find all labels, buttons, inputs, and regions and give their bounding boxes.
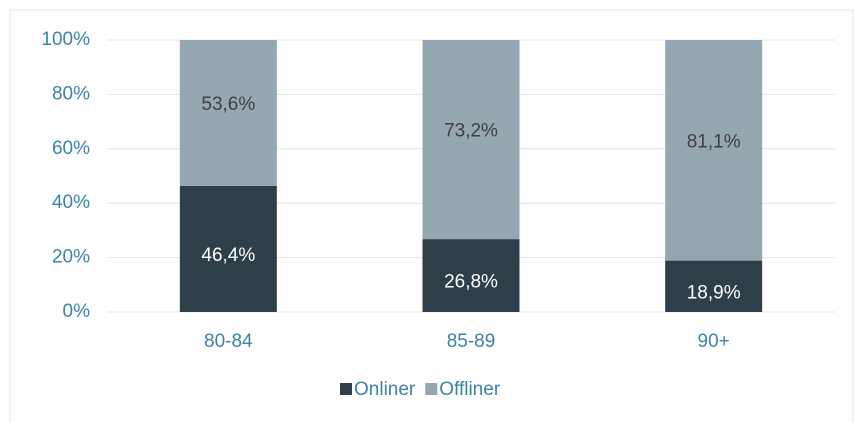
data-label: 46,4% xyxy=(201,245,255,266)
y-tick-label: 40% xyxy=(52,192,90,213)
data-label: 26,8% xyxy=(444,272,498,293)
chart-frame xyxy=(9,9,854,423)
legend-swatch xyxy=(425,383,438,395)
x-tick-label: 80-84 xyxy=(204,331,253,352)
y-tick-label: 80% xyxy=(52,83,90,104)
x-tick-label: 85-89 xyxy=(447,331,496,352)
bar-segment xyxy=(665,260,763,312)
bar-segment xyxy=(422,239,520,312)
y-tick-label: 100% xyxy=(41,29,90,50)
bar-segment xyxy=(665,40,763,261)
data-label: 53,6% xyxy=(201,94,255,115)
data-label: 18,9% xyxy=(687,282,741,303)
legend-label: Onliner xyxy=(354,379,416,400)
data-label: 81,1% xyxy=(687,131,741,152)
bar-segment xyxy=(422,40,520,240)
y-tick-label: 0% xyxy=(63,301,91,322)
legend-swatch xyxy=(340,383,352,395)
data-label: 73,2% xyxy=(444,121,498,142)
x-tick-label: 90+ xyxy=(698,331,730,352)
bar-segment xyxy=(179,40,277,186)
y-tick-label: 20% xyxy=(52,247,90,268)
bar-segment xyxy=(179,185,277,312)
legend-label: Offliner xyxy=(439,379,501,400)
y-tick-label: 60% xyxy=(52,138,90,159)
